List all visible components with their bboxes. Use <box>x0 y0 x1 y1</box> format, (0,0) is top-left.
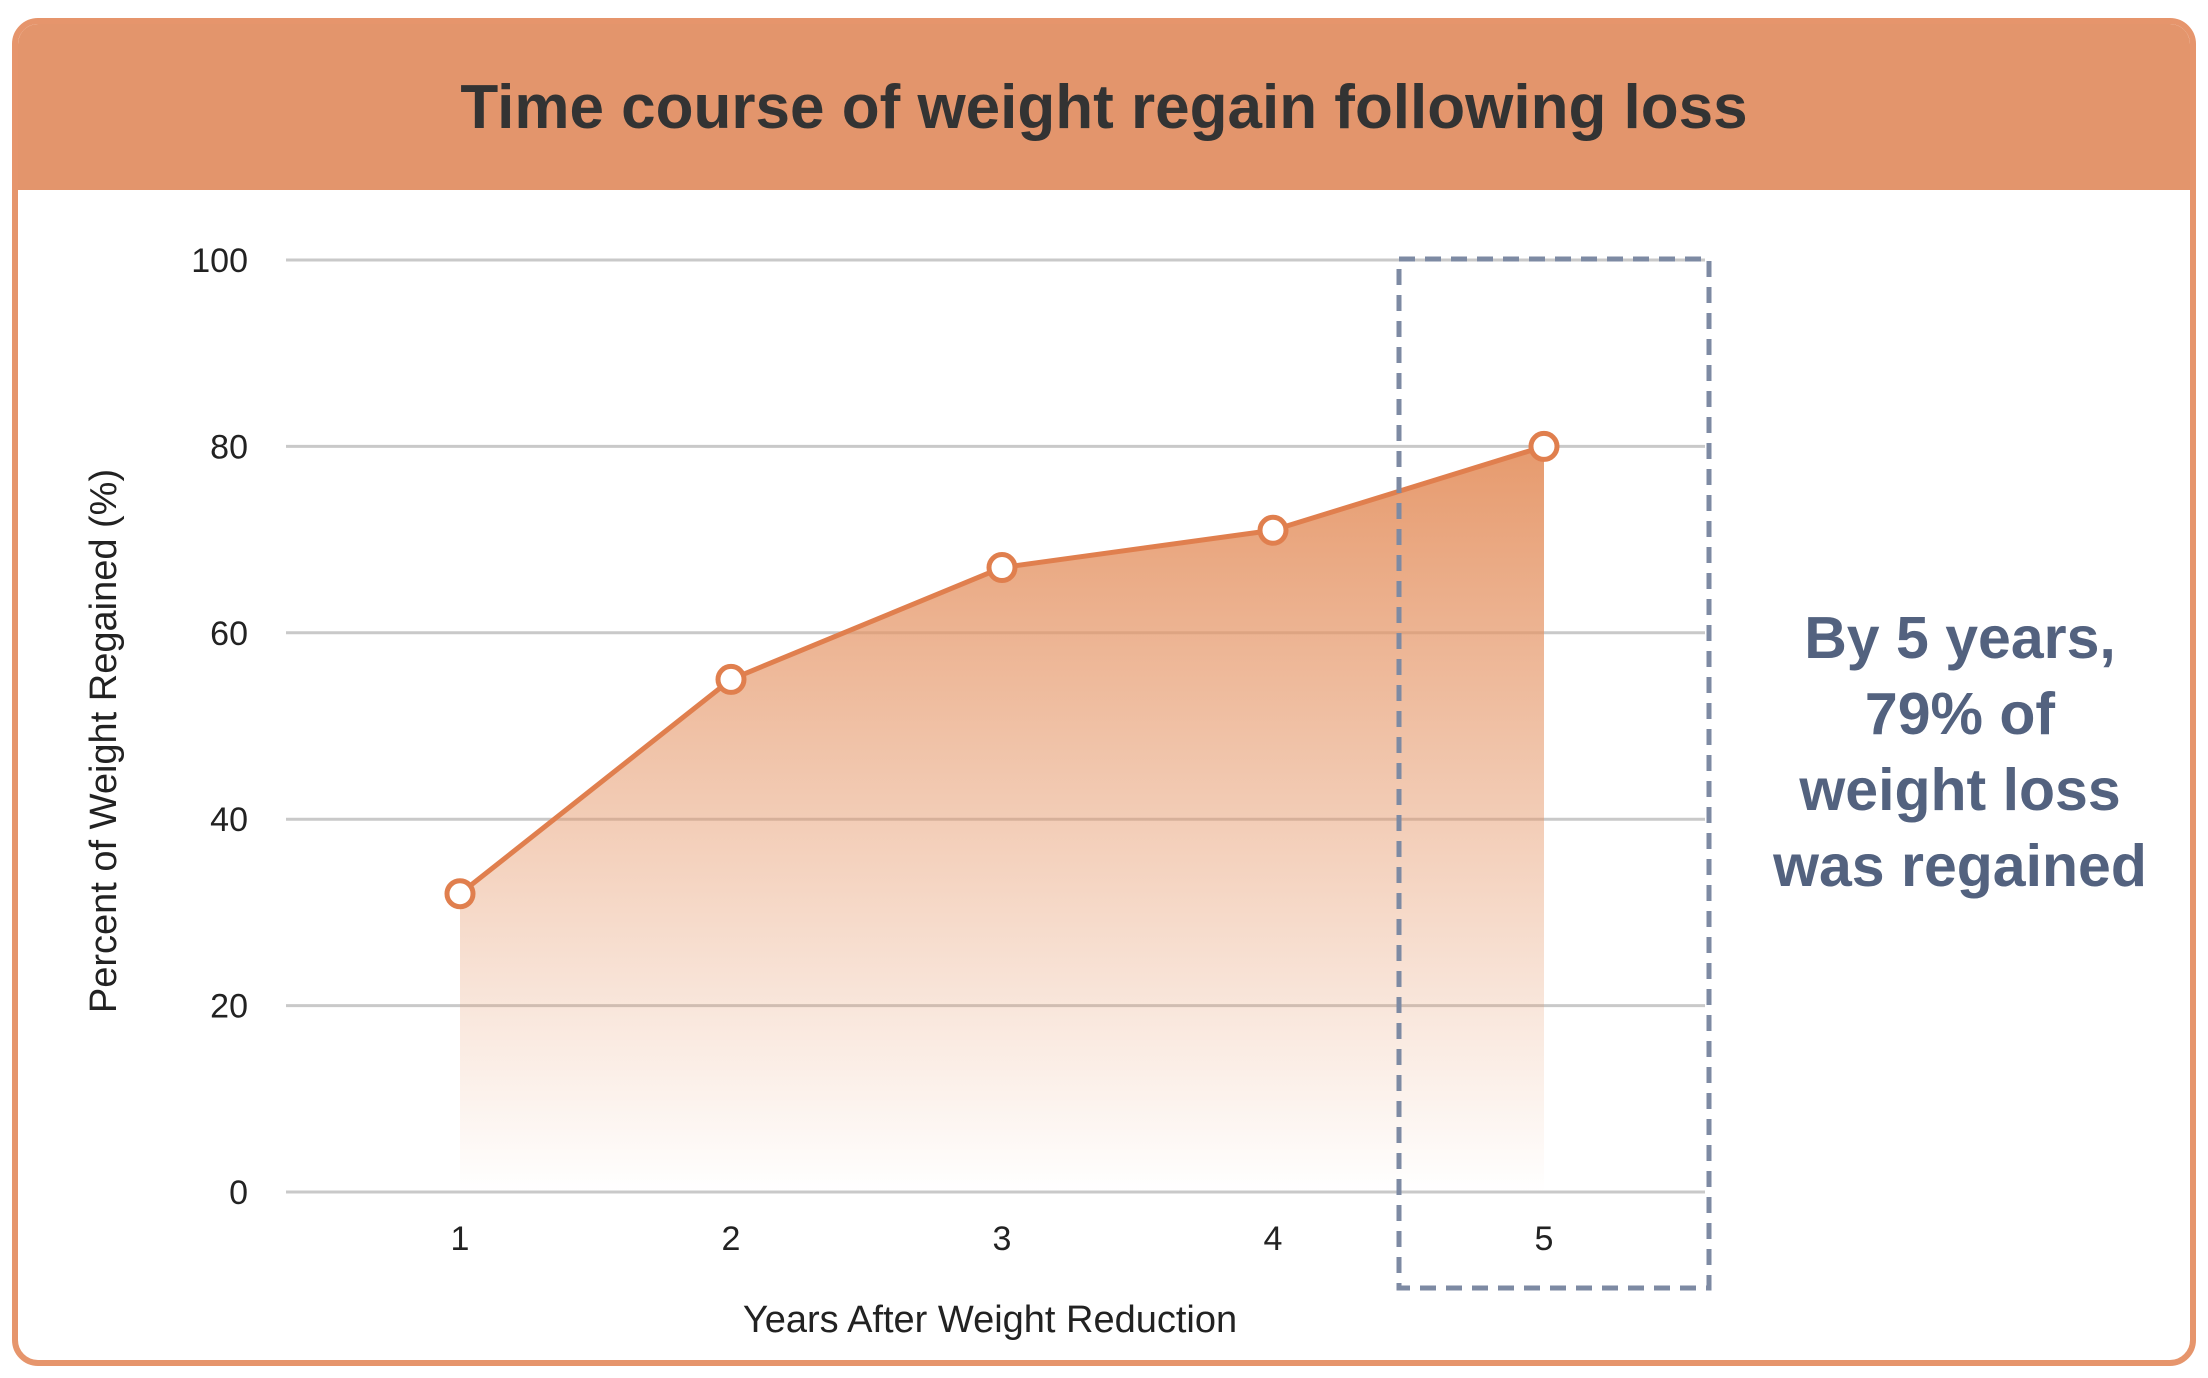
x-tick-label: 5 <box>1535 1220 1554 1258</box>
y-tick-label: 0 <box>229 1174 248 1212</box>
x-tick-label: 4 <box>1264 1220 1283 1258</box>
y-tick-label: 80 <box>210 428 248 466</box>
chart-title: Time course of weight regain following l… <box>460 72 1748 142</box>
y-tick-label: 20 <box>210 988 248 1026</box>
data-point <box>1257 514 1289 546</box>
callout-annotation: By 5 years, 79% of weight loss was regai… <box>1773 605 2147 899</box>
data-point <box>444 878 476 910</box>
series-area <box>460 446 1544 1192</box>
x-tick-label: 1 <box>451 1220 470 1258</box>
y-tick-label: 40 <box>210 801 248 839</box>
y-axis-title: Percent of Weight Regained (%) <box>83 469 125 1013</box>
x-tick-label: 3 <box>993 1220 1012 1258</box>
x-axis-title: Years After Weight Reduction <box>743 1299 1237 1341</box>
data-point <box>715 663 747 695</box>
highlight-box <box>1396 256 1712 1291</box>
x-tick-label: 2 <box>722 1220 741 1258</box>
y-tick-label: 100 <box>191 242 248 280</box>
data-point <box>986 552 1018 584</box>
data-point <box>1528 430 1560 462</box>
y-tick-label: 60 <box>210 615 248 653</box>
card-header: Time course of weight regain following l… <box>18 24 2190 190</box>
